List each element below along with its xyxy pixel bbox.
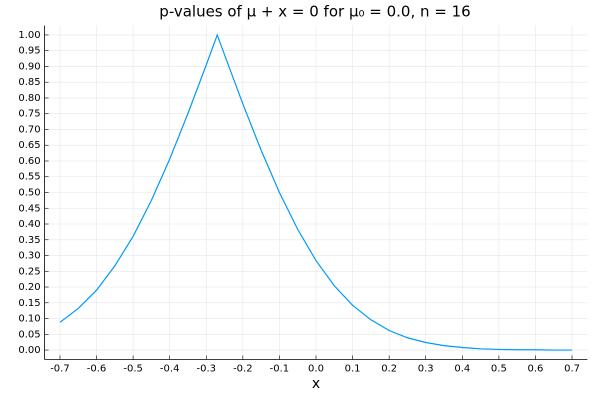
y-tick-label: 0.30 — [18, 251, 40, 262]
y-tick-label: 0.00 — [18, 345, 40, 356]
y-tick-label: 0.55 — [18, 172, 40, 183]
x-tick-label: -0.4 — [160, 364, 180, 375]
x-tick-label: -0.6 — [87, 364, 107, 375]
x-tick-label: 0.0 — [308, 364, 324, 375]
x-axis-label: x — [312, 376, 320, 392]
y-tick-label: 0.50 — [18, 188, 40, 199]
x-tick-label: 0.3 — [418, 364, 434, 375]
x-tick-label: 0.1 — [345, 364, 361, 375]
y-tick-label: 0.80 — [18, 93, 40, 104]
x-tick-label: -0.7 — [50, 364, 70, 375]
x-tick-label: 0.7 — [564, 364, 580, 375]
data-line — [59, 33, 573, 351]
y-tick-label: 0.65 — [18, 140, 40, 151]
y-tick-label: 0.95 — [18, 46, 40, 57]
y-tick-label: 0.15 — [18, 298, 40, 309]
y-tick-label: 0.75 — [18, 109, 40, 120]
y-tick-label: 0.70 — [18, 124, 40, 135]
y-tick-label: 0.85 — [18, 77, 40, 88]
y-tick-label: 0.90 — [18, 61, 40, 72]
y-tick-label: 0.45 — [18, 203, 40, 214]
x-tick-label: 0.2 — [381, 364, 397, 375]
y-tick-label: 1.00 — [18, 30, 40, 41]
x-tick-label: 0.5 — [491, 364, 507, 375]
y-tick-label: 0.25 — [18, 266, 40, 277]
x-tick-label: -0.3 — [197, 364, 217, 375]
y-tick-label: 0.40 — [18, 219, 40, 230]
y-tick-label: 0.20 — [18, 282, 40, 293]
y-tick-label: 0.10 — [18, 314, 40, 325]
y-tick-label: 0.05 — [18, 329, 40, 340]
y-tick-label: 0.60 — [18, 156, 40, 167]
x-tick-label: 0.6 — [528, 364, 544, 375]
x-tick-label: -0.2 — [233, 364, 253, 375]
chart-title: p-values of μ + x = 0 for μ₀ = 0.0, n = … — [159, 3, 470, 21]
x-tick-label: -0.1 — [270, 364, 290, 375]
y-tick-label: 0.35 — [18, 235, 40, 246]
x-tick-label: 0.4 — [454, 364, 470, 375]
x-tick-label: -0.5 — [123, 364, 143, 375]
